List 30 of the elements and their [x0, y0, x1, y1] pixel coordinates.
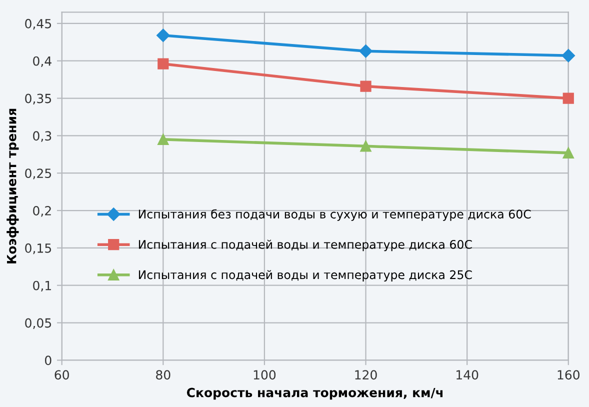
x-tick-label: 160 [558, 370, 580, 380]
legend-label: Испытания с подачей воды и температуре диска 60С [138, 240, 472, 252]
y-tick-label: 0,4 [33, 56, 52, 68]
point [359, 44, 372, 58]
y-tick-label: 0,15 [25, 243, 52, 254]
x-tick-label: 60 [54, 370, 69, 380]
x-tick-label: 80 [156, 370, 170, 380]
point [562, 92, 574, 104]
y-tick-label: 0 [44, 356, 52, 366]
point [562, 49, 575, 62]
y-tick-label: 0,45 [25, 18, 52, 30]
point [158, 58, 169, 70]
y-tick-label: 0,05 [25, 318, 52, 329]
y-tick-label: 0,25 [25, 168, 52, 180]
point [158, 134, 169, 145]
x-tick-label: 140 [456, 370, 478, 380]
point [562, 147, 574, 158]
y-tick-label: 0,2 [33, 206, 51, 217]
y-tick-label: 0,3 [33, 131, 52, 142]
x-axis-title: Скорость начала торможения, км/ч [186, 388, 442, 400]
legend-label: Испытания без подачи воды в сухую и температуре диска 60С [138, 209, 531, 221]
point [156, 28, 170, 42]
y-tick-label: 0,35 [25, 94, 52, 104]
point [360, 140, 372, 152]
y-tick-label: 0,1 [33, 280, 51, 292]
point [360, 80, 372, 92]
x-tick-label: 120 [355, 370, 377, 380]
legend-label: Испытания с подачей воды и температуре диска 25С [138, 270, 472, 282]
x-tick-label: 100 [254, 370, 276, 380]
y-axis-title: Коэффициент трения [6, 108, 19, 264]
